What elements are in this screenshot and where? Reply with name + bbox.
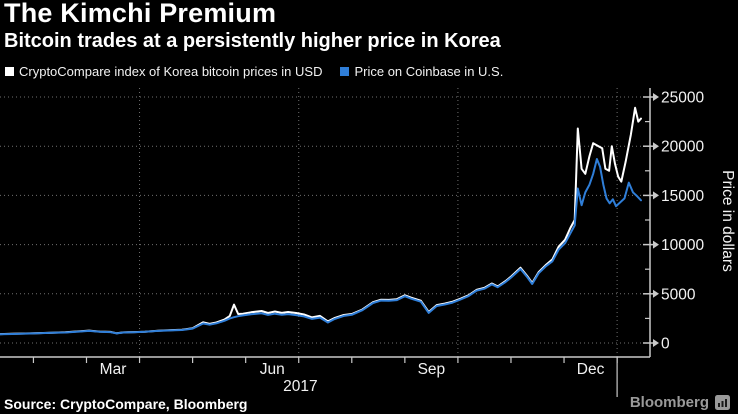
y-tick-arrow-icon: [653, 240, 659, 249]
y-tick-arrow-icon: [653, 289, 659, 298]
y-tick-arrow-icon: [653, 142, 659, 151]
x-month-label: Dec: [577, 361, 605, 378]
legend-item-korea-index: CryptoCompare index of Korea bitcoin pri…: [5, 64, 322, 79]
y-tick-label: 10000: [661, 237, 704, 254]
x-month-label: Jun: [260, 361, 285, 378]
page-title: The Kimchi Premium: [4, 0, 277, 28]
y-tick-arrow-icon: [653, 339, 659, 347]
bloomberg-wordmark: Bloomberg: [629, 394, 709, 411]
year-label: 2017: [283, 378, 317, 395]
y-tick-arrow-icon: [653, 191, 659, 200]
bloomberg-logo-icon: [715, 395, 730, 410]
y-tick-label: 0: [661, 336, 670, 353]
legend-swatch-coinbase-icon: [340, 67, 350, 76]
chart-subtitle: Bitcoin trades at a persistently higher …: [4, 30, 501, 52]
y-tick-label: 25000: [661, 90, 704, 107]
y-tick-label: 15000: [661, 188, 704, 205]
legend-label-coinbase: Price on Coinbase in U.S.: [354, 64, 504, 79]
legend-item-coinbase: Price on Coinbase in U.S.: [340, 64, 503, 79]
source-credit: Source: CryptoCompare, Bloomberg: [4, 396, 248, 412]
series-line-0: [0, 106, 642, 336]
x-month-label: Sep: [418, 361, 446, 378]
legend: CryptoCompare index of Korea bitcoin pri…: [5, 64, 503, 79]
y-axis-title: Price in dollars: [719, 170, 736, 272]
x-month-label: Mar: [100, 361, 127, 378]
legend-swatch-korea-icon: [5, 67, 14, 76]
y-tick-label: 20000: [661, 139, 704, 156]
y-tick-arrow-icon: [653, 93, 659, 101]
y-tick-label: 5000: [661, 286, 696, 303]
series-line-1: [0, 158, 642, 336]
legend-label-korea: CryptoCompare index of Korea bitcoin pri…: [19, 64, 323, 79]
bloomberg-brand: Bloomberg: [630, 394, 730, 411]
